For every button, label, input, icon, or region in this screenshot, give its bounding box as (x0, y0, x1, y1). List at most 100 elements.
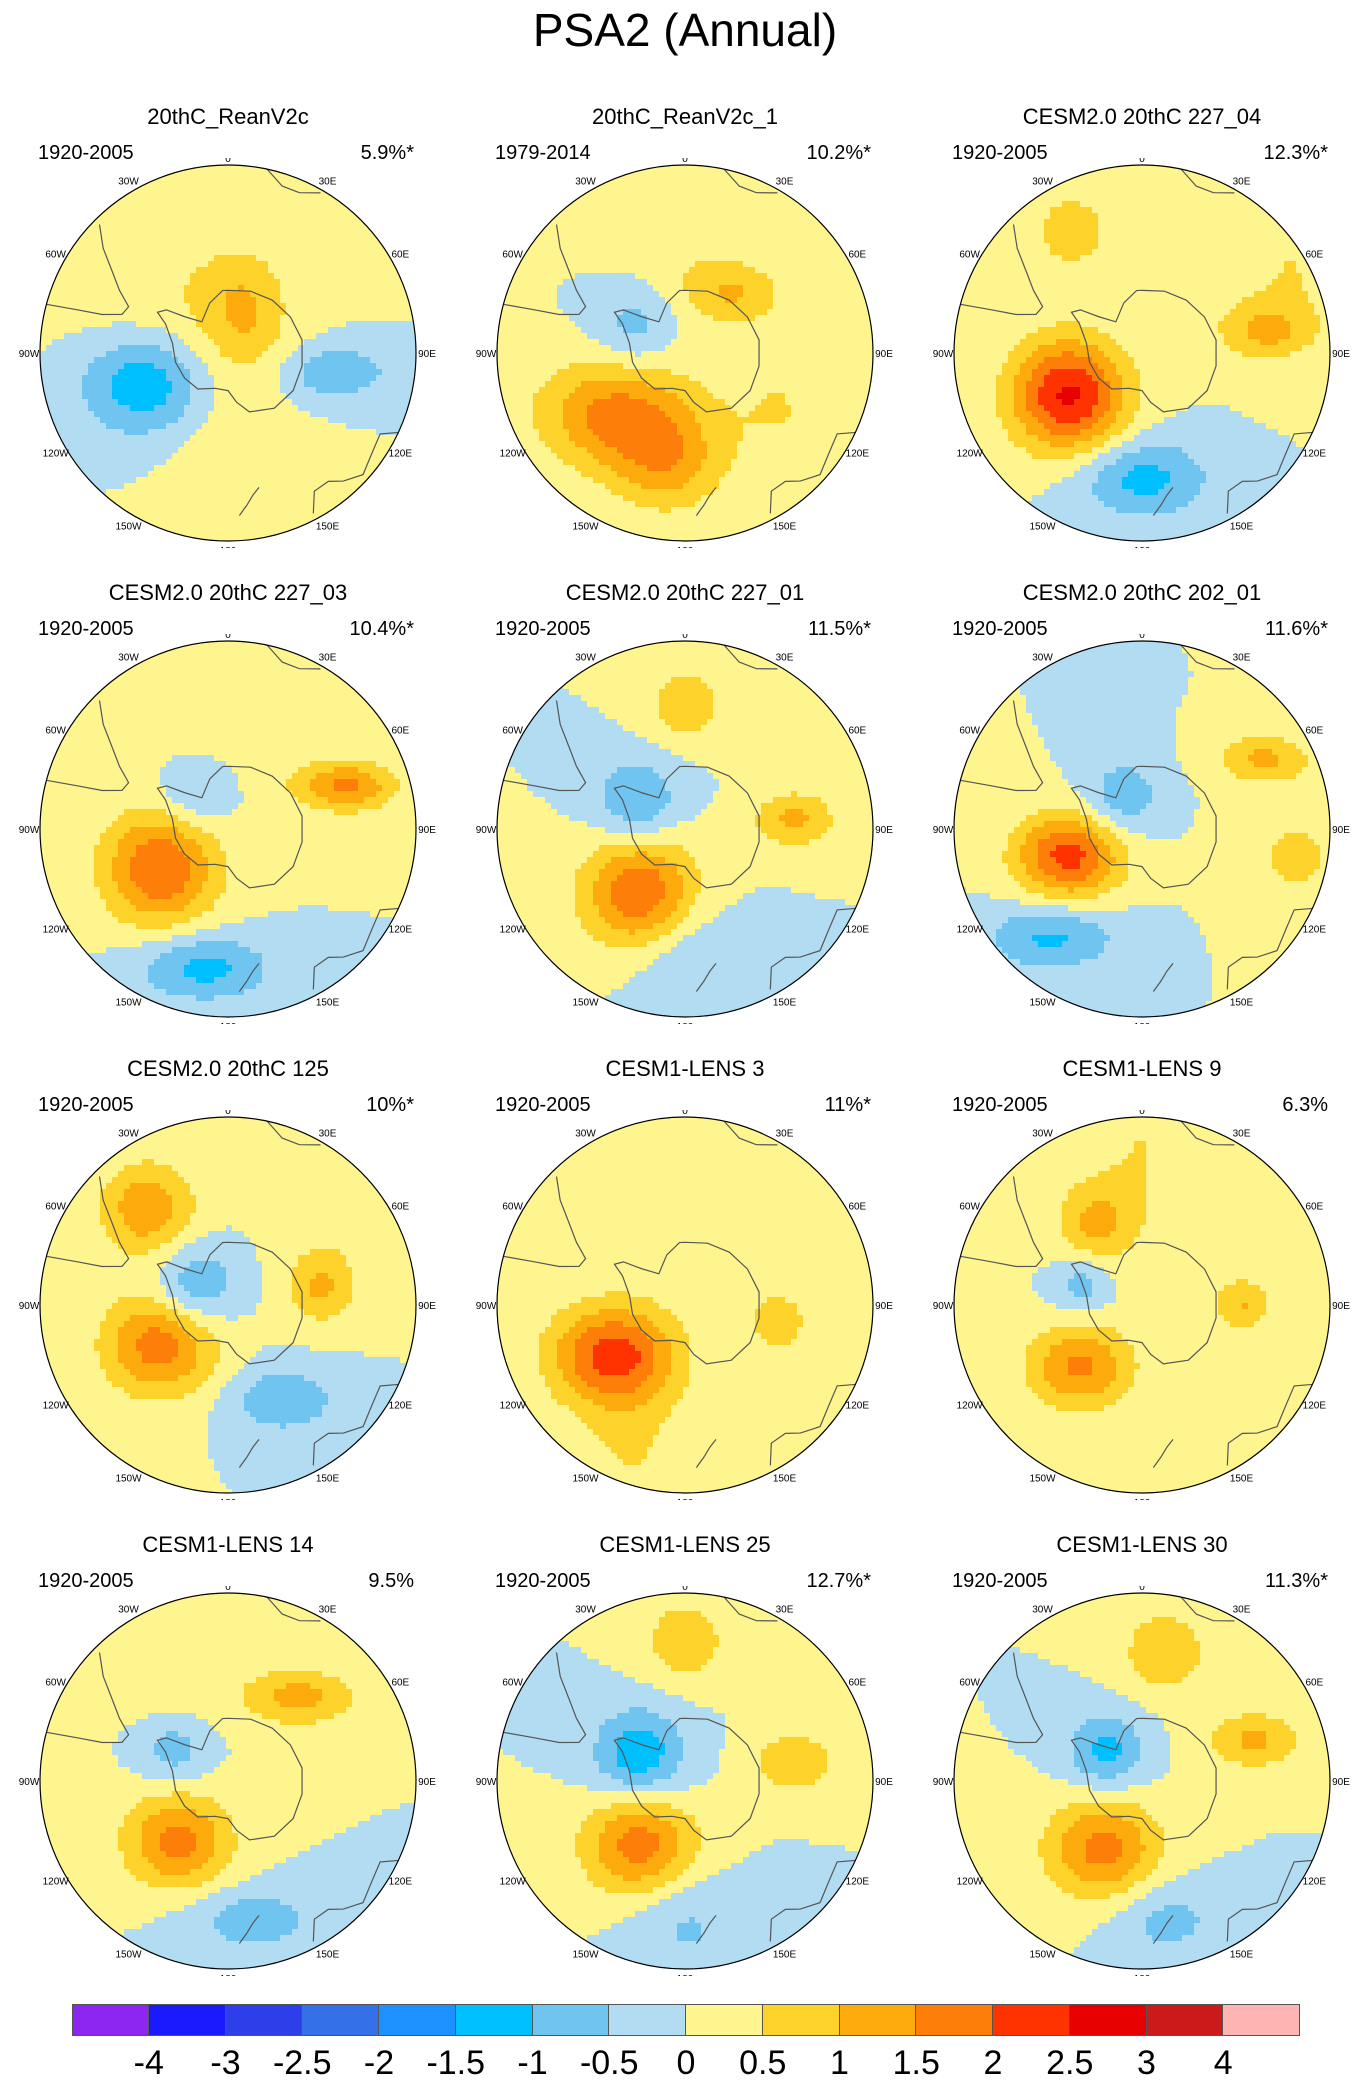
longitude-label: 90E (1332, 1301, 1350, 1312)
longitude-label: 120E (389, 925, 413, 936)
longitude-label: 60E (848, 1678, 866, 1689)
longitude-label: 60E (391, 1678, 409, 1689)
longitude-label: 60E (1305, 1678, 1323, 1689)
polar-map: 030E60E90E120E150E180150W120W90W60W30W (914, 1110, 1370, 1500)
longitude-label: 150W (115, 1473, 142, 1484)
polar-map: 030E60E90E120E150E180150W120W90W60W30W (0, 158, 456, 548)
longitude-label: 30E (319, 1605, 337, 1616)
longitude-label: 0 (1139, 1110, 1145, 1117)
longitude-label: 180 (1134, 1022, 1151, 1024)
longitude-label: 180 (677, 1022, 694, 1024)
longitude-label: 30W (118, 653, 139, 664)
longitude-label: 180 (1134, 546, 1151, 548)
longitude-label: 0 (1139, 1586, 1145, 1593)
longitude-label: 60W (502, 726, 523, 737)
longitude-label: 90W (19, 349, 40, 360)
longitude-label: 90W (476, 1301, 497, 1312)
polar-map: 030E60E90E120E150E180150W120W90W60W30W (0, 1586, 456, 1976)
longitude-label: 180 (220, 1022, 237, 1024)
longitude-label: 150E (316, 521, 340, 532)
longitude-label: 120E (1303, 1401, 1327, 1412)
longitude-label: 60E (391, 250, 409, 261)
longitude-label: 60W (45, 1678, 66, 1689)
longitude-label: 90E (1332, 349, 1350, 360)
panel-title: CESM1-LENS 9 (914, 1056, 1370, 1082)
longitude-label: 60W (502, 1202, 523, 1213)
longitude-label: 120E (846, 925, 870, 936)
longitude-label: 150W (572, 997, 599, 1008)
longitude-label: 60E (1305, 726, 1323, 737)
longitude-label: 120W (500, 449, 527, 460)
longitude-label: 0 (225, 158, 231, 165)
longitude-label: 120W (957, 925, 984, 936)
longitude-label: 90W (19, 1301, 40, 1312)
panel-title: CESM2.0 20thC 227_01 (457, 580, 913, 606)
longitude-label: 180 (677, 546, 694, 548)
polar-map: 030E60E90E120E150E180150W120W90W60W30W (0, 634, 456, 1024)
longitude-label: 150E (316, 1949, 340, 1960)
longitude-label: 150E (773, 1473, 797, 1484)
colorbar-tick-label: 1.5 (881, 2044, 951, 2083)
longitude-label: 60W (45, 726, 66, 737)
longitude-label: 150E (773, 1949, 797, 1960)
longitude-label: 0 (225, 634, 231, 641)
colorbar-tick-label: 0 (651, 2044, 721, 2083)
longitude-label: 180 (1134, 1974, 1151, 1976)
longitude-label: 90W (933, 825, 954, 836)
longitude-label: 150E (1230, 521, 1254, 532)
longitude-label: 30W (118, 1129, 139, 1140)
longitude-label: 120W (43, 1877, 70, 1888)
colorbar-tick-label: 4 (1188, 2044, 1258, 2083)
longitude-label: 180 (220, 546, 237, 548)
colorbar-tick-label: -4 (114, 2044, 184, 2083)
figure-title: PSA2 (Annual) (0, 0, 1370, 60)
longitude-label: 120E (389, 449, 413, 460)
polar-map: 030E60E90E120E150E180150W120W90W60W30W (914, 634, 1370, 1024)
longitude-label: 120E (1303, 1877, 1327, 1888)
longitude-label: 150E (773, 997, 797, 1008)
longitude-label: 0 (682, 158, 688, 165)
longitude-label: 30W (118, 177, 139, 188)
longitude-label: 0 (225, 1110, 231, 1117)
longitude-label: 150E (773, 521, 797, 532)
longitude-label: 60E (391, 726, 409, 737)
longitude-label: 120W (43, 449, 70, 460)
longitude-label: 60E (1305, 250, 1323, 261)
longitude-label: 30W (1032, 1605, 1053, 1616)
longitude-label: 90E (1332, 1777, 1350, 1788)
colorbar-tick-label: -1.5 (421, 2044, 491, 2083)
longitude-label: 120E (389, 1877, 413, 1888)
panel-title: CESM2.0 20thC 227_03 (0, 580, 456, 606)
colorbar (72, 2004, 1300, 2036)
longitude-label: 150W (572, 1473, 599, 1484)
longitude-label: 90E (418, 1301, 436, 1312)
longitude-label: 180 (220, 1498, 237, 1500)
longitude-label: 150E (316, 997, 340, 1008)
longitude-label: 60W (502, 250, 523, 261)
longitude-label: 30E (1233, 177, 1251, 188)
polar-map: 030E60E90E120E150E180150W120W90W60W30W (0, 1110, 456, 1500)
longitude-label: 150W (115, 521, 142, 532)
longitude-label: 120W (500, 1401, 527, 1412)
longitude-label: 60E (391, 1202, 409, 1213)
longitude-label: 180 (677, 1498, 694, 1500)
longitude-label: 150W (572, 1949, 599, 1960)
longitude-label: 150W (572, 521, 599, 532)
longitude-label: 120E (846, 1401, 870, 1412)
longitude-label: 30E (776, 177, 794, 188)
longitude-label: 30E (319, 177, 337, 188)
panel-title: CESM2.0 20thC 202_01 (914, 580, 1370, 606)
longitude-label: 30W (575, 653, 596, 664)
colorbar-tick-label: 1 (805, 2044, 875, 2083)
polar-map: 030E60E90E120E150E180150W120W90W60W30W (914, 158, 1370, 548)
longitude-label: 120E (1303, 449, 1327, 460)
longitude-label: 90W (933, 1777, 954, 1788)
